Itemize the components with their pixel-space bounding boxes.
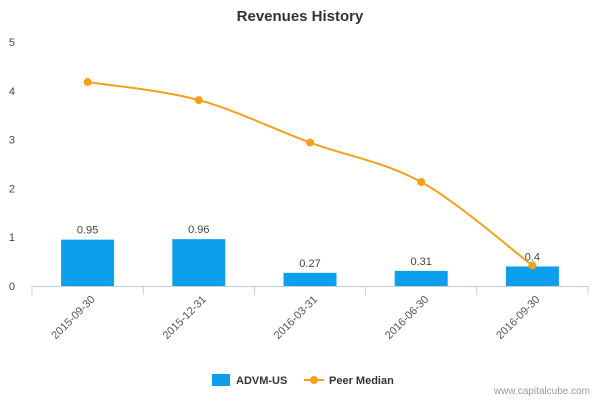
peer-median-point <box>194 96 203 105</box>
bar-data-label: 0.31 <box>410 256 431 268</box>
bar-advm-us <box>283 272 337 286</box>
peer-median-point <box>417 178 426 187</box>
y-tick-label: 1 <box>9 232 15 244</box>
y-tick-label: 0 <box>9 281 15 293</box>
y-tick-label: 4 <box>9 86 15 98</box>
y-tick-label: 5 <box>9 37 15 49</box>
x-tick-label: 2016-09-30 <box>494 294 542 342</box>
peer-median-line <box>87 81 534 267</box>
x-tick-label: 2015-09-30 <box>49 294 97 342</box>
peer-median-point <box>83 78 92 87</box>
x-tick-label: 2015-12-31 <box>161 294 209 342</box>
chart-title: Revenues History <box>237 8 364 25</box>
legend-marker-peer-median <box>310 376 318 384</box>
legend-label-advm-us: ADVM-US <box>236 375 287 387</box>
bar-data-label: 0.96 <box>188 224 209 236</box>
peer-median-point <box>306 138 314 147</box>
legend-swatch-advm-us <box>212 374 230 386</box>
bar-advm-us <box>61 239 115 286</box>
peer-median-point <box>528 261 537 270</box>
y-tick-label: 3 <box>9 135 15 147</box>
bar-data-label: 0.4 <box>525 251 540 263</box>
y-tick-label: 2 <box>9 183 15 195</box>
bar-data-label: 0.27 <box>299 258 320 270</box>
watermark-text: www.capitalcube.com <box>493 386 590 397</box>
x-tick-label: 2016-06-30 <box>383 294 431 342</box>
bar-data-label: 0.95 <box>77 225 98 237</box>
bar-advm-us <box>394 270 448 286</box>
x-tick-label: 2016-03-31 <box>272 294 320 342</box>
legend-label-peer-median: Peer Median <box>329 375 394 387</box>
bar-advm-us <box>172 239 226 286</box>
bar-advm-us <box>505 266 559 286</box>
